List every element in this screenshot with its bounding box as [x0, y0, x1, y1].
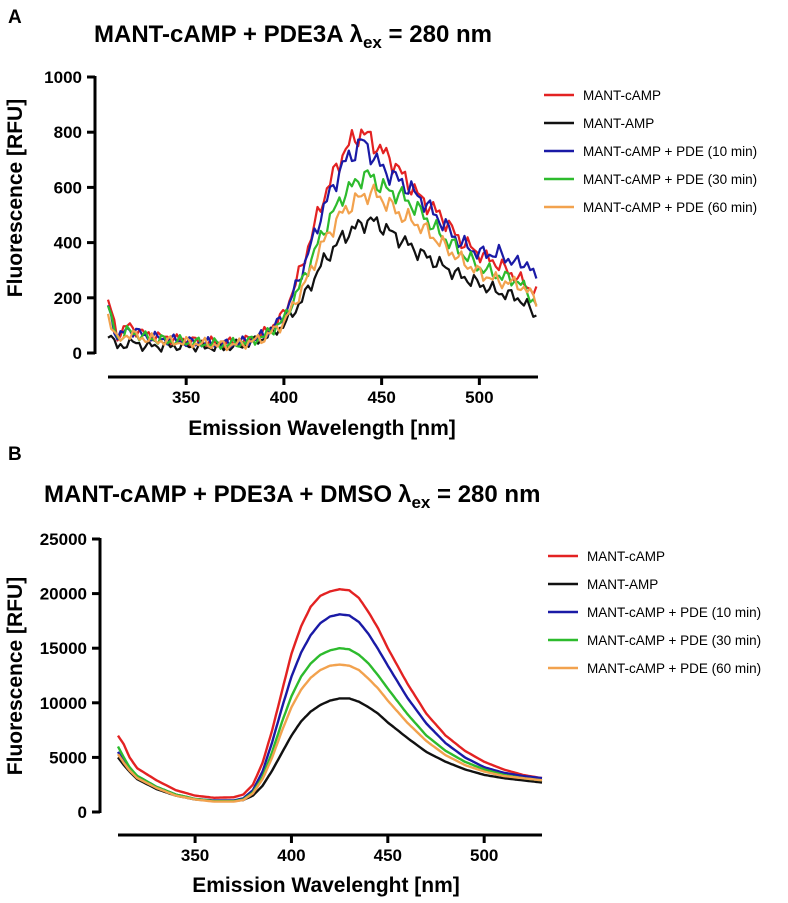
y-tick-label: 15000 — [40, 639, 87, 658]
legend-label: MANT-cAMP + PDE (10 min) — [587, 605, 761, 620]
y-tick-label: 200 — [54, 289, 82, 308]
panel-a-legend: MANT-cAMP MANT-AMP MANT-cAMP + PDE (10 min… — [544, 88, 757, 215]
legend-label: MANT-cAMP + PDE (30 min) — [583, 172, 757, 187]
legend-label: MANT-cAMP + PDE (60 min) — [587, 661, 761, 676]
y-tick-label: 600 — [54, 178, 82, 197]
panel-a-plot: 0 200 400 600 800 1000 350 400 450 500 — [44, 68, 538, 407]
panel-a-title: MANT-cAMP + PDE3A λex = 280 nm — [94, 21, 492, 52]
panel-a-y-axis-label: Fluorescence [RFU] — [4, 99, 27, 297]
x-tick-label: 400 — [277, 846, 305, 865]
legend-label: MANT-AMP — [583, 116, 654, 131]
legend-label: MANT-cAMP — [587, 549, 665, 564]
series-line-mant-camp-pde-30-min — [106, 169, 538, 350]
series-line-mant-amp — [117, 697, 543, 803]
legend-label: MANT-cAMP + PDE (60 min) — [583, 200, 757, 215]
panel-a-x-axis-label: Emission Wavelength [nm] — [188, 417, 456, 440]
y-tick-label: 5000 — [49, 748, 87, 767]
x-tick-label: 500 — [465, 388, 493, 407]
panel-b: B MANT-cAMP + PDE3A + DMSO λex = 280 nm 0… — [4, 444, 761, 897]
panel-b-title: MANT-cAMP + PDE3A + DMSO λex = 280 nm — [44, 481, 540, 512]
series-line-mant-camp-pde-10-min — [106, 138, 538, 349]
panel-b-x-axis-label: Emission Wavelenght [nm] — [192, 874, 460, 897]
y-tick-label: 25000 — [40, 530, 87, 549]
x-tick-label: 400 — [270, 388, 298, 407]
series-line-mant-amp — [107, 216, 537, 353]
y-tick-label: 10000 — [40, 694, 87, 713]
panel-b-label: B — [8, 444, 22, 465]
legend-label: MANT-AMP — [587, 577, 658, 592]
panel-b-plot: 0 5000 10000 15000 20000 25000 350 400 450 500 — [40, 530, 543, 865]
series-line-mant-camp-pde-30-min — [116, 647, 543, 803]
y-tick-label: 800 — [54, 123, 82, 142]
x-tick-label: 500 — [470, 846, 498, 865]
x-tick-label: 350 — [181, 846, 209, 865]
series-line-mant-camp-pde-60-min — [116, 663, 543, 803]
panel-a: A MANT-cAMP + PDE3A λex = 280 nm 0 200 400 6… — [4, 7, 757, 440]
legend-label: MANT-cAMP + PDE (30 min) — [587, 633, 761, 648]
series-line-mant-camp — [106, 128, 538, 350]
y-tick-label: 0 — [73, 344, 82, 363]
y-tick-label: 400 — [54, 234, 82, 253]
series-line-mant-camp — [116, 588, 543, 799]
x-tick-label: 450 — [367, 388, 395, 407]
panel-b-legend: MANT-cAMP MANT-AMP MANT-cAMP + PDE (10 min… — [548, 549, 761, 676]
legend-label: MANT-cAMP + PDE (10 min) — [583, 144, 757, 159]
y-tick-label: 20000 — [40, 585, 87, 604]
panel-a-label: A — [8, 7, 22, 28]
series-line-mant-camp-pde-60-min — [106, 183, 538, 352]
y-tick-label: 0 — [78, 803, 87, 822]
x-tick-label: 450 — [374, 846, 402, 865]
panel-b-y-axis-label: Fluorescence [RFU] — [4, 577, 27, 775]
x-tick-label: 350 — [172, 388, 200, 407]
y-tick-label: 1000 — [44, 68, 82, 87]
legend-label: MANT-cAMP — [583, 88, 661, 103]
